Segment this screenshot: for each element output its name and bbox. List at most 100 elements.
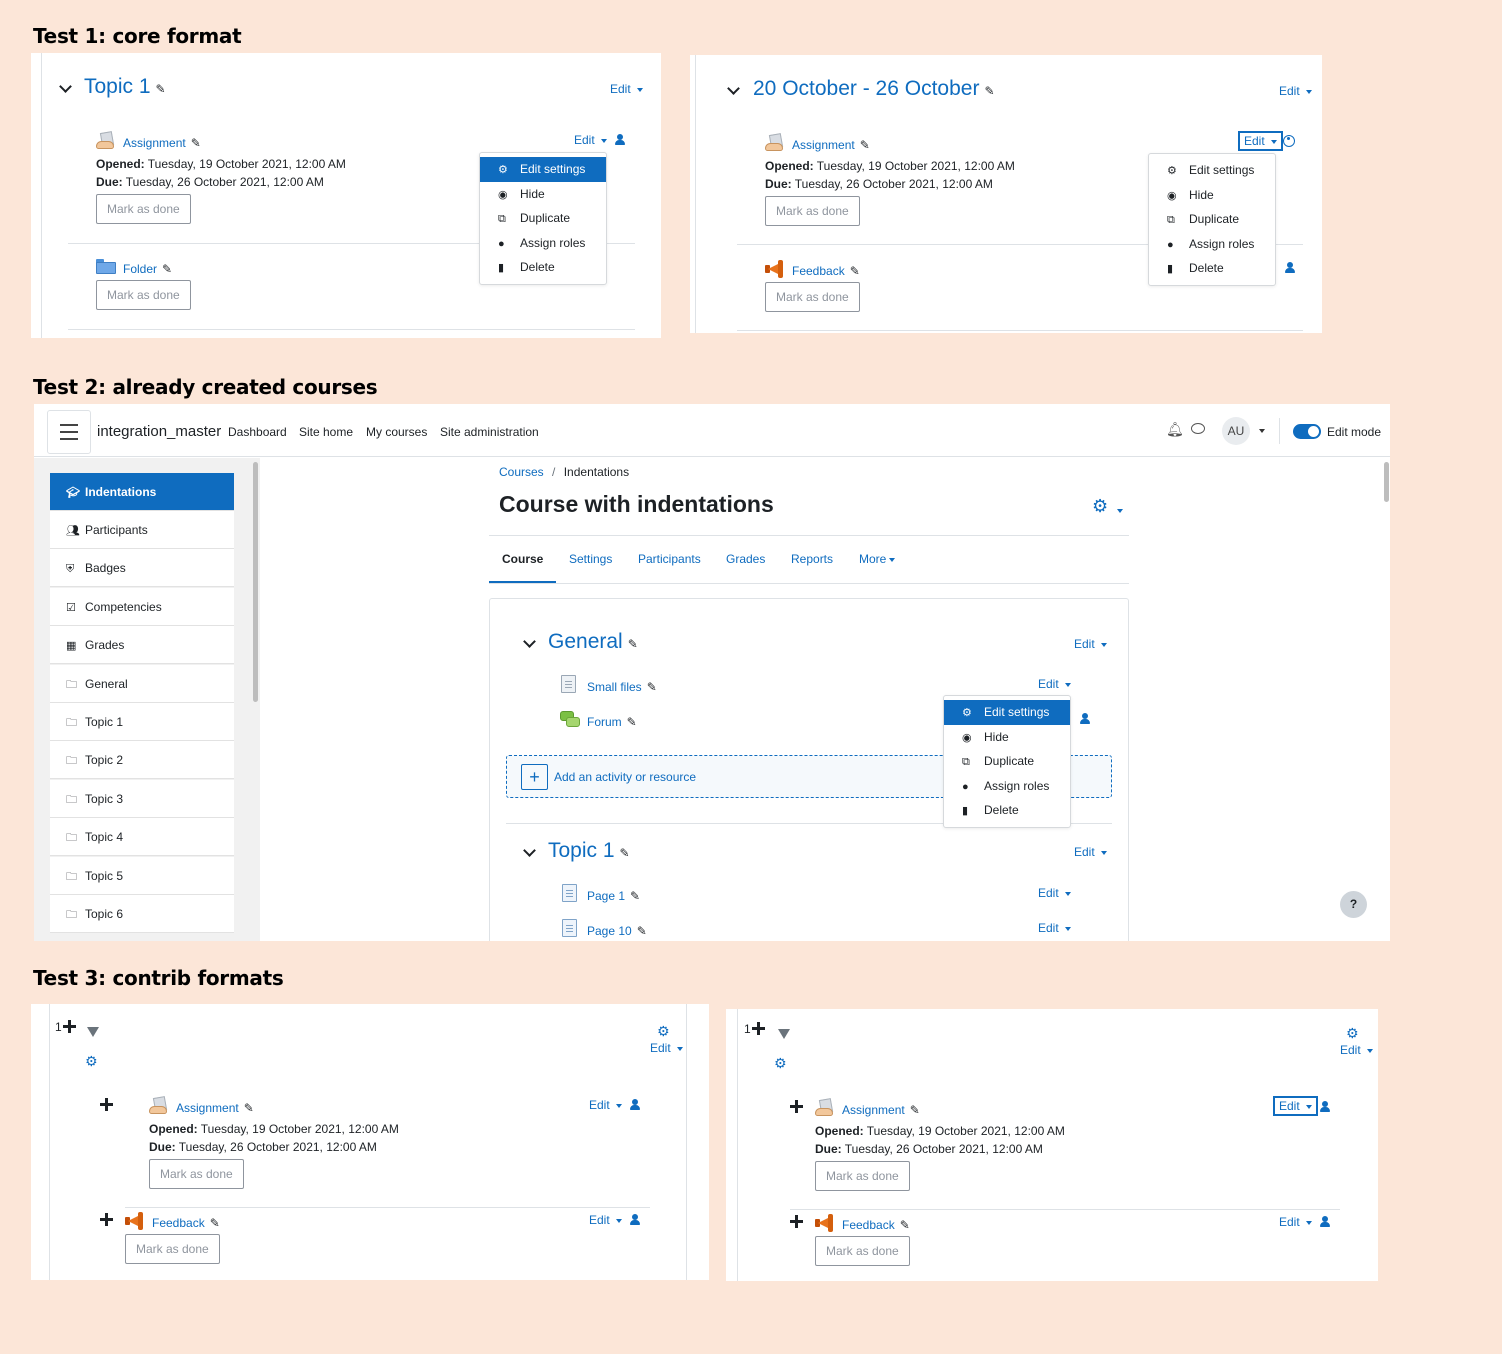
pencil-icon[interactable]: ✎ xyxy=(909,1103,920,1117)
drawer-item-general[interactable]: 🗀 General xyxy=(50,665,234,703)
section-edit-button[interactable]: Edit xyxy=(1074,845,1107,859)
user-icon[interactable] xyxy=(1320,1101,1330,1112)
activity-name-assignment[interactable]: Assignment ✎ xyxy=(842,1103,920,1117)
activity-name-small-files[interactable]: Small files ✎ xyxy=(587,680,657,694)
activity-edit-button[interactable]: Edit xyxy=(574,133,607,147)
pencil-icon[interactable]: ✎ xyxy=(162,262,173,276)
gear-icon[interactable]: ⚙ xyxy=(85,1053,98,1069)
activity-name-folder[interactable]: Folder ✎ xyxy=(123,262,173,276)
section-title[interactable]: 20 October - 26 October ✎ xyxy=(753,77,995,100)
edit-mode-toggle[interactable] xyxy=(1293,424,1321,439)
menu-assign-roles[interactable]: ● Assign roles xyxy=(944,774,1070,799)
menu-duplicate[interactable]: ⧉ Duplicate xyxy=(944,749,1070,774)
tab-settings[interactable]: Settings xyxy=(569,552,613,566)
drawer-item-topic-6[interactable]: 🗀 Topic 6 xyxy=(50,895,234,933)
activity-name-page-10[interactable]: Page 10 ✎ xyxy=(587,924,647,938)
menu-assign-roles[interactable]: ● Assign roles xyxy=(480,231,606,256)
move-icon[interactable] xyxy=(752,1022,765,1035)
menu-toggle-button[interactable] xyxy=(47,410,91,454)
move-icon[interactable] xyxy=(100,1098,113,1111)
activity-name-assignment[interactable]: Assignment ✎ xyxy=(792,138,870,152)
avatar[interactable]: AU xyxy=(1222,417,1250,445)
nav-site-home[interactable]: Site home xyxy=(299,425,354,439)
menu-assign-roles[interactable]: ● Assign roles xyxy=(1149,232,1275,257)
bell-icon[interactable]: 🔔︎ xyxy=(1166,421,1184,437)
pencil-icon[interactable]: ✎ xyxy=(899,1218,910,1232)
section-title-general[interactable]: General ✎ xyxy=(548,630,638,653)
move-icon[interactable] xyxy=(790,1100,803,1113)
activity-name-feedback[interactable]: Feedback ✎ xyxy=(792,264,860,278)
course-settings-gear-icon[interactable]: ⚙ xyxy=(1092,496,1109,516)
chevron-down-icon[interactable] xyxy=(1117,509,1123,513)
pencil-icon[interactable]: ✎ xyxy=(190,136,201,150)
section-title-topic-1[interactable]: Topic 1 ✎ xyxy=(548,839,630,862)
pencil-icon[interactable]: ✎ xyxy=(243,1101,254,1115)
section-edit-button[interactable]: Edit xyxy=(610,82,643,96)
drawer-scrollbar[interactable] xyxy=(253,462,258,702)
gear-icon[interactable]: ⚙ xyxy=(1346,1025,1359,1041)
move-icon[interactable] xyxy=(790,1215,803,1228)
drawer-item-topic-3[interactable]: 🗀 Topic 3 xyxy=(50,780,234,818)
activity-name-page-1[interactable]: Page 1 ✎ xyxy=(587,889,641,903)
pencil-icon[interactable]: ✎ xyxy=(627,637,638,651)
activity-name-assignment[interactable]: Assignment ✎ xyxy=(176,1101,254,1115)
mark-as-done-button[interactable]: Mark as done xyxy=(149,1159,244,1189)
user-icon[interactable] xyxy=(1320,1216,1330,1227)
activity-edit-button[interactable]: Edit xyxy=(1038,921,1071,935)
activity-edit-button[interactable]: Edit xyxy=(1038,886,1071,900)
pencil-icon[interactable]: ✎ xyxy=(626,715,637,729)
mark-as-done-button[interactable]: Mark as done xyxy=(765,196,860,226)
menu-edit-settings[interactable]: ⚙ Edit settings xyxy=(1149,158,1275,183)
menu-delete[interactable]: ▮ Delete xyxy=(480,255,606,280)
menu-hide[interactable]: ◉ Hide xyxy=(480,182,606,207)
tab-reports[interactable]: Reports xyxy=(791,552,834,566)
menu-delete[interactable]: ▮ Delete xyxy=(1149,256,1275,281)
menu-hide[interactable]: ◉ Hide xyxy=(944,725,1070,750)
nav-site-administration[interactable]: Site administration xyxy=(440,425,539,439)
user-icon[interactable] xyxy=(630,1214,640,1225)
activity-name-assignment[interactable]: Assignment ✎ xyxy=(123,136,201,150)
help-button[interactable]: ? xyxy=(1340,891,1367,918)
pencil-icon[interactable]: ✎ xyxy=(984,84,995,98)
activity-name-feedback[interactable]: Feedback ✎ xyxy=(842,1218,910,1232)
breadcrumb-courses[interactable]: Courses xyxy=(499,465,544,479)
page-scrollbar[interactable] xyxy=(1384,462,1389,502)
tab-participants[interactable]: Participants xyxy=(638,552,701,566)
menu-delete[interactable]: ▮ Delete xyxy=(944,798,1070,823)
menu-hide[interactable]: ◉ Hide xyxy=(1149,183,1275,208)
pencil-icon[interactable]: ✎ xyxy=(630,889,641,903)
drawer-item-grades[interactable]: ▦ Grades xyxy=(50,626,234,664)
collapse-triangle-icon[interactable] xyxy=(778,1029,790,1039)
mark-as-done-button[interactable]: Mark as done xyxy=(815,1236,910,1266)
activity-name-feedback[interactable]: Feedback ✎ xyxy=(152,1216,220,1230)
drawer-item-topic-1[interactable]: 🗀 Topic 1 xyxy=(50,703,234,741)
activity-edit-button[interactable]: Edit xyxy=(1038,677,1071,691)
pencil-icon[interactable]: ✎ xyxy=(155,82,166,96)
menu-duplicate[interactable]: ⧉ Duplicate xyxy=(1149,207,1275,232)
drawer-item-indentations[interactable]: 🎓︎ Indentations xyxy=(50,473,234,511)
pencil-icon[interactable]: ✎ xyxy=(646,680,657,694)
menu-edit-settings[interactable]: ⚙ Edit settings xyxy=(944,700,1070,725)
pencil-icon[interactable]: ✎ xyxy=(619,846,630,860)
user-icon[interactable] xyxy=(615,134,625,145)
site-name[interactable]: integration_master xyxy=(97,423,222,440)
collapse-chevron-icon[interactable] xyxy=(59,80,72,93)
activity-edit-button[interactable]: Edit xyxy=(589,1098,622,1112)
pencil-icon[interactable]: ✎ xyxy=(849,264,860,278)
pencil-icon[interactable]: ✎ xyxy=(636,924,647,938)
mark-as-done-button[interactable]: Mark as done xyxy=(125,1234,220,1264)
section-edit-button[interactable]: Edit xyxy=(1279,84,1312,98)
user-icon[interactable] xyxy=(1080,713,1090,724)
move-icon[interactable] xyxy=(63,1020,76,1033)
activity-edit-button[interactable]: Edit xyxy=(1273,1096,1318,1116)
collapse-chevron-icon[interactable] xyxy=(727,82,740,95)
drawer-item-participants[interactable]: 👥︎ Participants xyxy=(50,511,234,549)
drawer-item-badges[interactable]: ⛨ Badges xyxy=(50,549,234,587)
mark-as-done-button[interactable]: Mark as done xyxy=(96,280,191,310)
activity-edit-button[interactable]: Edit xyxy=(589,1213,622,1227)
activity-edit-button[interactable]: Edit xyxy=(1279,1215,1312,1229)
collapse-triangle-icon[interactable] xyxy=(87,1027,99,1037)
move-icon[interactable] xyxy=(100,1213,113,1226)
drawer-item-topic-2[interactable]: 🗀 Topic 2 xyxy=(50,741,234,779)
user-icon[interactable] xyxy=(1285,262,1295,273)
